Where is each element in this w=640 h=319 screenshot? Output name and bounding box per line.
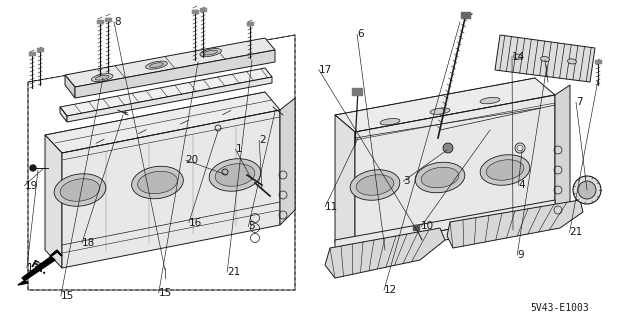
Polygon shape xyxy=(45,135,62,268)
Ellipse shape xyxy=(480,97,500,104)
Text: 5V43-E1003: 5V43-E1003 xyxy=(531,303,589,313)
Polygon shape xyxy=(67,77,272,122)
Ellipse shape xyxy=(350,170,400,200)
Text: 9: 9 xyxy=(517,250,524,260)
Polygon shape xyxy=(280,98,295,225)
Ellipse shape xyxy=(513,54,522,59)
Polygon shape xyxy=(65,75,75,98)
Text: 5: 5 xyxy=(248,221,255,232)
Polygon shape xyxy=(355,95,555,258)
Polygon shape xyxy=(325,228,445,278)
Ellipse shape xyxy=(60,179,100,201)
Text: 18: 18 xyxy=(82,238,95,248)
Ellipse shape xyxy=(92,74,113,82)
Text: 16: 16 xyxy=(189,218,202,228)
Polygon shape xyxy=(45,92,280,153)
Text: 6: 6 xyxy=(357,29,364,40)
Ellipse shape xyxy=(415,162,465,193)
Polygon shape xyxy=(65,38,275,87)
Ellipse shape xyxy=(568,59,577,64)
Text: 21: 21 xyxy=(227,267,241,277)
Text: 19: 19 xyxy=(24,181,38,191)
Text: 3: 3 xyxy=(403,176,410,186)
Ellipse shape xyxy=(150,63,163,68)
Polygon shape xyxy=(495,35,595,82)
Text: 21: 21 xyxy=(570,227,583,237)
Text: 15: 15 xyxy=(159,288,172,298)
Text: 2: 2 xyxy=(259,135,266,145)
Polygon shape xyxy=(18,250,62,285)
Circle shape xyxy=(30,165,36,171)
Ellipse shape xyxy=(356,175,394,195)
Text: FR.: FR. xyxy=(28,259,48,277)
Ellipse shape xyxy=(200,48,221,56)
Polygon shape xyxy=(335,115,355,258)
Ellipse shape xyxy=(380,118,400,125)
Ellipse shape xyxy=(146,61,167,69)
Ellipse shape xyxy=(541,56,550,62)
Polygon shape xyxy=(447,200,583,248)
Polygon shape xyxy=(62,110,280,268)
Circle shape xyxy=(573,176,601,204)
Ellipse shape xyxy=(54,174,106,206)
Polygon shape xyxy=(60,107,67,122)
Polygon shape xyxy=(555,85,570,218)
Ellipse shape xyxy=(95,75,109,80)
Text: 1: 1 xyxy=(236,144,242,154)
Text: 12: 12 xyxy=(384,285,397,295)
Polygon shape xyxy=(335,200,555,250)
Ellipse shape xyxy=(486,160,524,180)
Polygon shape xyxy=(75,50,275,98)
Text: 14: 14 xyxy=(512,52,525,62)
Ellipse shape xyxy=(421,167,459,188)
Text: 11: 11 xyxy=(325,202,339,212)
Text: 15: 15 xyxy=(61,291,74,301)
Text: 4: 4 xyxy=(518,180,525,190)
Ellipse shape xyxy=(430,108,450,114)
Text: 7: 7 xyxy=(576,97,582,107)
Ellipse shape xyxy=(480,155,530,185)
Text: 8: 8 xyxy=(114,17,120,27)
Polygon shape xyxy=(335,78,555,132)
Text: 20: 20 xyxy=(186,155,199,165)
Ellipse shape xyxy=(215,164,255,186)
Ellipse shape xyxy=(132,166,183,199)
Polygon shape xyxy=(60,68,272,116)
Text: 10: 10 xyxy=(421,221,435,232)
Ellipse shape xyxy=(204,50,218,55)
Text: 17: 17 xyxy=(319,64,332,75)
Circle shape xyxy=(443,143,453,153)
Text: 13: 13 xyxy=(27,263,40,273)
Circle shape xyxy=(578,181,596,199)
Ellipse shape xyxy=(138,171,177,194)
Ellipse shape xyxy=(209,159,261,191)
